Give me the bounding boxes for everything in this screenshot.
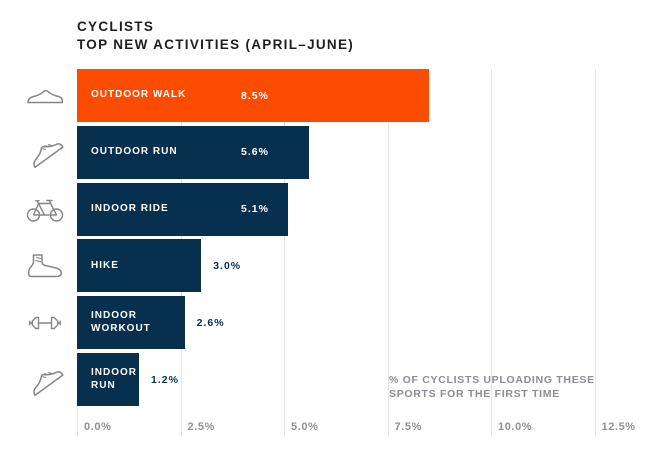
bar-row: INDOOR RUN 1.2%: [77, 353, 178, 406]
gridline-12.5%: [594, 69, 596, 436]
annotation-line1: % OF CYCLISTS UPLOADING THESE: [389, 374, 595, 386]
annotation-line2: SPORTS FOR THE FIRST TIME: [389, 387, 560, 400]
chart-title-line1: CYCLISTS: [77, 19, 155, 34]
bar-value-label: 5.1%: [241, 203, 269, 216]
bar-row: OUTDOOR WALK 8.5%: [77, 69, 429, 122]
chart-title-line2: TOP NEW ACTIVITIES (APRIL–JUNE): [77, 36, 355, 52]
bicycle-icon: [24, 192, 66, 226]
running-shoe-icon: [24, 363, 66, 397]
walking-shoe-icon: [24, 79, 66, 113]
bar-category-label: INDOOR RUN: [91, 367, 137, 391]
x-tick-label: 10.0%: [498, 421, 533, 433]
gridline-5.0%: [284, 69, 285, 436]
x-tick-label: 5.0%: [291, 421, 319, 433]
running-shoe-icon: [24, 135, 66, 169]
bar-category-label: HIKE: [91, 259, 119, 271]
bar-category-label: INDOOR WORKOUT: [91, 310, 151, 334]
x-tick-label: 2.5%: [187, 421, 215, 433]
bar-row: INDOOR WORKOUT 2.6%: [77, 296, 224, 350]
gridline-10.0%: [491, 69, 492, 436]
dumbbell-icon: [24, 306, 66, 340]
hiking-boot-icon: [24, 249, 66, 283]
bar-category-label: INDOOR RIDE: [91, 202, 169, 214]
bar-outdoor-walk: OUTDOOR WALK 8.5%: [77, 69, 429, 122]
bar-value-label: 5.6%: [241, 146, 269, 159]
gridline-7.5%: [387, 69, 389, 436]
chart-title: CYCLISTS TOP NEW ACTIVITIES (APRIL–JUNE): [77, 18, 354, 53]
bar-value-label: 1.2%: [151, 373, 179, 386]
plot-area: OUTDOOR WALK 8.5% OUTDOOR RUN 5.6% INDOOR RI…: [77, 69, 659, 454]
x-tick-label: 0.0%: [84, 421, 112, 433]
chart-annotation: % OF CYCLISTS UPLOADING THESE SPORTS FOR…: [389, 374, 595, 401]
x-tick-label: 7.5%: [394, 421, 422, 433]
bar-row: INDOOR RIDE 5.1%: [77, 182, 289, 236]
bar-indoor-ride: INDOOR RIDE 5.1%: [77, 182, 289, 236]
bar-row: HIKE 3.0%: [77, 239, 240, 293]
bar-row: OUTDOOR RUN 5.6%: [77, 125, 309, 179]
bar-indoor-workout: INDOOR WORKOUT 2.6%: [77, 296, 224, 350]
bar-outdoor-run: OUTDOOR RUN 5.6%: [77, 125, 309, 179]
bar-indoor-run: INDOOR RUN 1.2%: [77, 353, 178, 406]
x-tick-label: 12.5%: [601, 421, 636, 433]
bar-category-label: OUTDOOR WALK: [91, 89, 187, 101]
bar-category-label: OUTDOOR RUN: [91, 146, 178, 158]
bar-value-label: 2.6%: [196, 316, 225, 329]
bar-value-label: 8.5%: [241, 89, 269, 102]
bar-value-label: 3.0%: [213, 259, 242, 272]
bar-hike: HIKE 3.0%: [77, 239, 240, 293]
